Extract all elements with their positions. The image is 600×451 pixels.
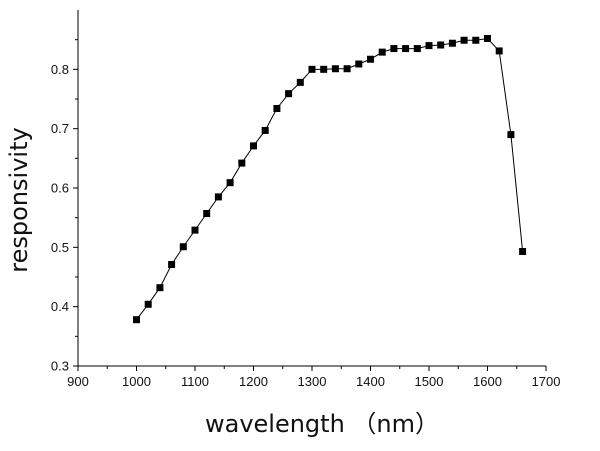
x-tick-label: 1500 [415, 374, 444, 389]
x-tick-label: 1100 [181, 374, 209, 389]
data-point [448, 39, 456, 47]
data-point [425, 42, 433, 50]
data-point [273, 104, 281, 112]
y-tick-label: 0.6 [51, 181, 69, 196]
y-tick-label: 0.5 [51, 240, 69, 255]
data-point [250, 142, 257, 150]
data-point [460, 36, 468, 44]
data-point [331, 65, 339, 73]
x-tick-label: 1000 [122, 374, 151, 389]
y-tick-label: 0.3 [51, 359, 69, 374]
y-tick-label: 0.8 [51, 62, 69, 77]
data-point [472, 36, 480, 44]
y-tick-label: 0.4 [51, 299, 69, 314]
data-point [355, 60, 363, 68]
data-point [437, 41, 445, 49]
data-point [343, 65, 351, 73]
data-point [226, 179, 234, 187]
data-point [390, 45, 398, 53]
y-tick-label: 0.7 [51, 121, 69, 136]
data-point [367, 55, 374, 63]
data-point [320, 65, 328, 73]
data-point [156, 284, 164, 292]
data-point [261, 126, 269, 134]
data-point [378, 48, 386, 56]
data-point [168, 261, 176, 269]
data-point [133, 316, 140, 324]
x-axis-title: wavelength （nm） [205, 410, 439, 438]
data-point [308, 65, 316, 73]
data-point [238, 159, 246, 167]
axes: 900 1000 1100 1200 1300 1400 1500 1600 1700 0.3 0.… [51, 10, 561, 389]
x-tick-label: 1700 [532, 374, 561, 389]
x-tick-label: 1300 [298, 374, 327, 389]
y-axis-title: responsivity [5, 127, 33, 272]
x-tick-label: 1600 [473, 374, 502, 389]
data-point [402, 45, 410, 53]
x-tick-label: 900 [67, 374, 89, 389]
x-tick-label: 1400 [356, 374, 385, 389]
x-tick-label: 1200 [239, 374, 268, 389]
data-point [484, 34, 491, 42]
data-point [144, 300, 152, 308]
data-point [214, 193, 222, 201]
data-point [296, 78, 304, 86]
data-point [495, 47, 503, 55]
data-point [285, 90, 293, 98]
data-point [203, 210, 211, 218]
data-point [413, 45, 421, 53]
series-line [136, 37, 524, 321]
data-point [507, 131, 515, 139]
series-layer [133, 34, 527, 324]
data-point [519, 247, 527, 255]
data-point [179, 243, 187, 251]
data-point [191, 226, 199, 234]
